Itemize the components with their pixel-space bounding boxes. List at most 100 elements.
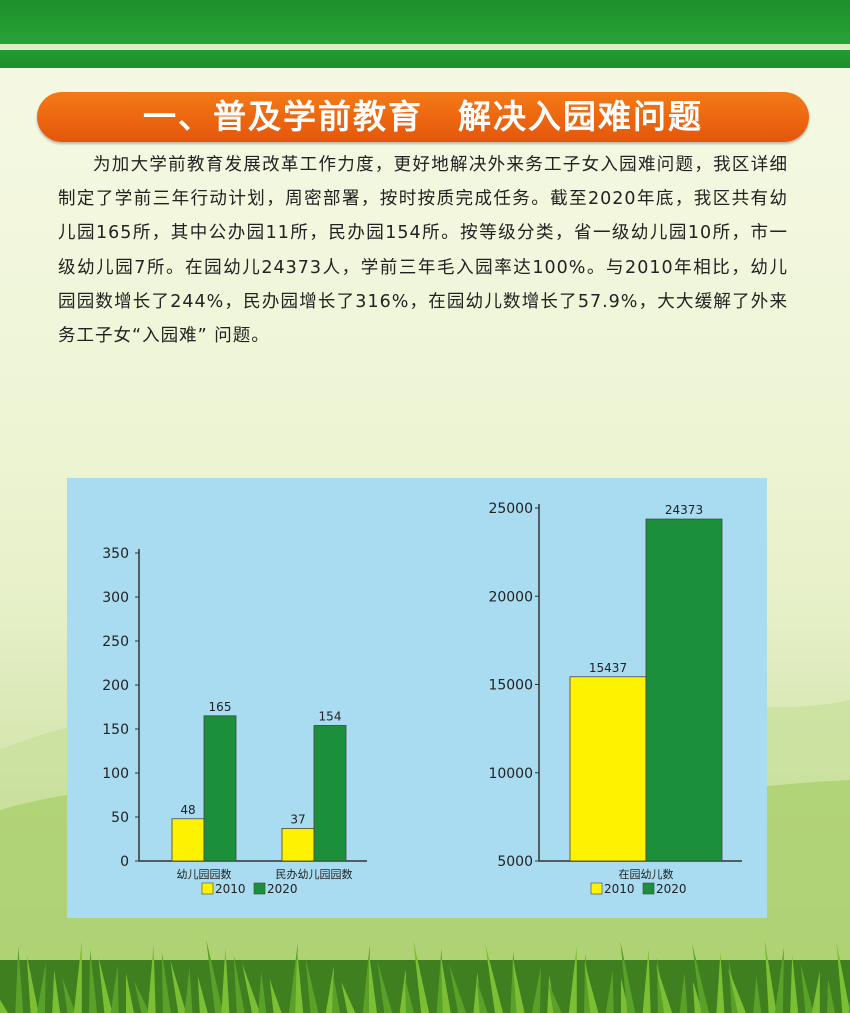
grass-blade: [206, 939, 224, 1013]
y-tick-label: 50: [111, 810, 129, 826]
legend-label: 2020: [656, 882, 687, 896]
y-tick-label: 300: [102, 590, 129, 606]
grass-blade: [36, 962, 46, 1013]
y-tick-label: 5000: [497, 854, 533, 870]
grass-blade: [728, 968, 746, 1013]
legend-label: 2010: [604, 882, 635, 896]
grass-blade: [485, 943, 503, 1013]
grass-blade: [774, 947, 784, 1013]
grass-blade: [800, 963, 814, 1013]
grass-blade: [269, 979, 282, 1013]
grass-blade: [440, 956, 451, 1013]
grass-blade: [295, 950, 304, 1013]
bar-2010: [171, 818, 205, 862]
top-bar-stripe: [0, 44, 850, 50]
grass-blade: [476, 980, 488, 1013]
grass-blade: [288, 942, 298, 1013]
grass-blade: [170, 960, 187, 1013]
grass-blade: [126, 973, 134, 1013]
grass-blade: [568, 946, 577, 1013]
grass-blade: [642, 949, 651, 1013]
category-label: 民办幼儿园园数: [276, 868, 353, 881]
legend-label: 2020: [267, 882, 298, 896]
y-tick-label: 15000: [488, 678, 533, 694]
grass-blade: [362, 945, 371, 1013]
grass-blade: [656, 965, 673, 1013]
grass-blade: [413, 940, 430, 1013]
charts: 0 50 100 150 200 250 300 350 48 165 幼儿园园数 37 154 民办幼儿…: [102, 501, 742, 896]
grass-blade: [369, 953, 377, 1013]
grass-blade: [377, 961, 393, 1013]
y-tick-label: 0: [120, 854, 129, 870]
grass-blade: [110, 965, 119, 1013]
grass-blade: [811, 971, 820, 1013]
grass-blade: [52, 970, 61, 1013]
y-tick-label: 150: [102, 722, 129, 738]
grass-blade: [753, 976, 762, 1013]
grass-blade: [305, 958, 319, 1013]
y-tick-label: 100: [102, 766, 129, 782]
y-tick-label: 350: [102, 546, 129, 562]
data-label: 48: [180, 803, 195, 817]
grass-blade: [605, 970, 614, 1013]
grass-blade: [73, 941, 82, 1013]
article-paragraph: 为加大学前教育发展改革工作力度，更好地解决外来务工子女入园难问题，我区详细制定了…: [58, 155, 788, 347]
data-label: 165: [209, 700, 232, 714]
legend-swatch-2020: [642, 882, 655, 895]
bar-2020: [313, 725, 347, 862]
y-tick-label: 200: [102, 678, 129, 694]
grass-blade: [147, 944, 156, 1013]
y-tick-label: 20000: [488, 589, 533, 605]
grass-blade: [692, 944, 710, 1013]
section-banner: 一、普及学前教育 解决入园难问题: [37, 92, 809, 142]
y-tick-label: 10000: [488, 766, 533, 782]
grass-blade: [242, 963, 260, 1013]
grass-blade: [836, 942, 850, 1013]
grass-blade: [764, 939, 777, 1013]
grass-blade: [15, 946, 24, 1013]
data-label: 37: [290, 812, 305, 826]
grass-blade: [233, 955, 245, 1013]
grass-blade: [26, 954, 39, 1013]
grass-blade: [332, 974, 341, 1013]
category-label: 在园幼儿数: [619, 868, 674, 881]
grass-blade: [620, 941, 636, 1013]
legend-swatch-2010: [201, 882, 214, 895]
data-label: 24373: [665, 503, 703, 517]
grass-blade: [89, 949, 98, 1013]
grass-blade: [512, 959, 525, 1013]
grass-blade: [531, 967, 541, 1013]
category-label: 幼儿园园数: [177, 868, 232, 881]
bar-2020: [203, 715, 237, 862]
bar-2010: [281, 828, 315, 862]
top-bar: [0, 0, 850, 68]
grass-blade: [161, 952, 171, 1013]
bar-2010: [569, 676, 647, 862]
grass-blade: [197, 976, 208, 1013]
grass-blade: [827, 979, 836, 1013]
grass-blade: [98, 957, 113, 1013]
chart-panel: 0 50 100 150 200 250 300 350 48 165 幼儿园园数 37 154 民办幼儿…: [67, 478, 767, 918]
legend-swatch-2020: [253, 882, 266, 895]
grass-decoration: [0, 939, 850, 1013]
grass-blade: [449, 964, 467, 1013]
grass-blade: [716, 952, 725, 1013]
grass-blade: [258, 971, 267, 1013]
grass-blade: [325, 966, 334, 1013]
section-title: 一、普及学前教育 解决入园难问题: [143, 97, 703, 136]
grass-blade: [679, 973, 688, 1013]
grass-blade: [134, 981, 150, 1013]
y-tick-label: 25000: [488, 501, 533, 517]
bar-2020: [645, 518, 723, 862]
grass-blade: [0, 999, 8, 1013]
data-label: 154: [319, 709, 342, 723]
grass-blade: [404, 977, 414, 1013]
y-tick-label: 250: [102, 634, 129, 650]
grass-blade: [548, 983, 562, 1013]
data-label: 15437: [589, 661, 627, 675]
grass-blade: [221, 947, 230, 1013]
grass-blade: [584, 962, 599, 1013]
legend-swatch-2010: [590, 882, 603, 895]
grass-blade: [184, 968, 193, 1013]
grass-blade: [341, 982, 356, 1013]
